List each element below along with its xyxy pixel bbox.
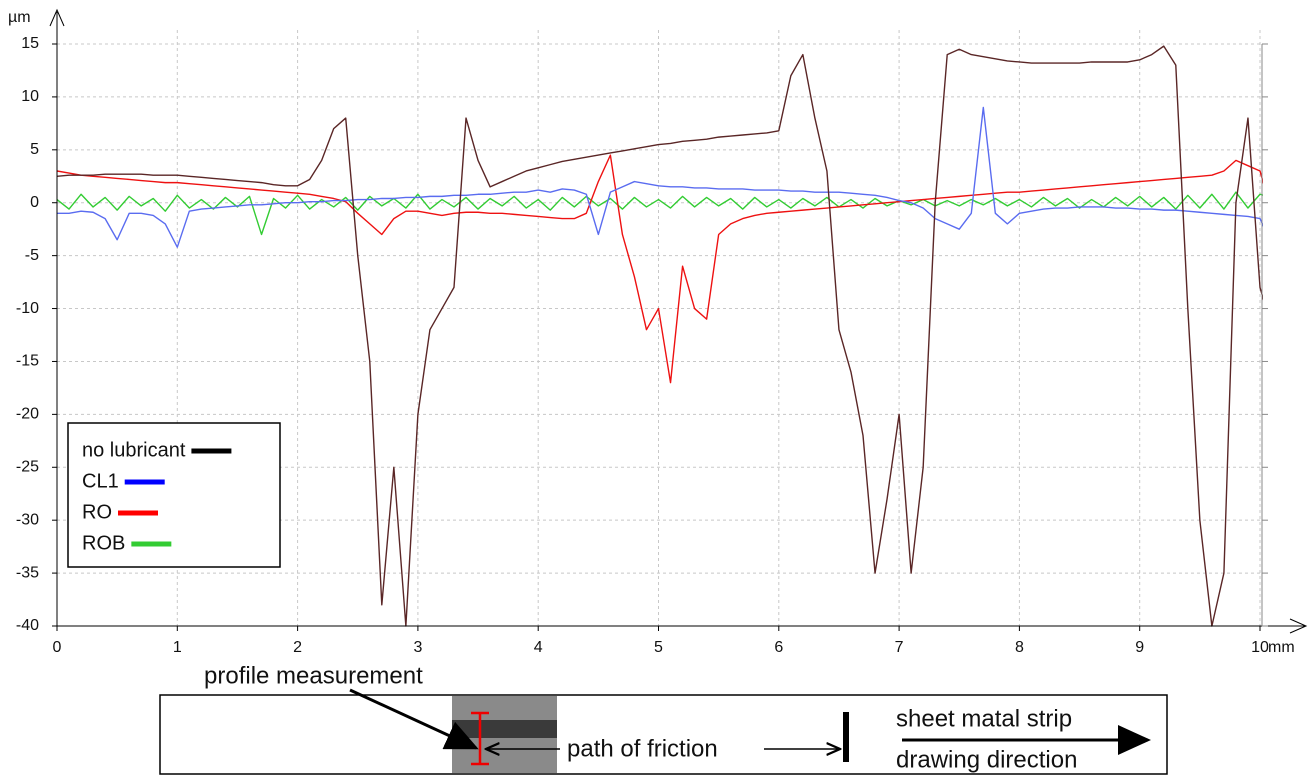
y-tick-label: -10 xyxy=(16,300,39,317)
x-tick-label: 6 xyxy=(774,639,783,656)
x-axis-arrow xyxy=(1289,618,1308,634)
y-unit: µm xyxy=(8,9,31,26)
annotation: profile measurement xyxy=(204,662,423,689)
y-tick-label: -5 xyxy=(25,247,39,264)
series-line xyxy=(57,191,1263,236)
inset-photo-track xyxy=(452,720,557,738)
series-line xyxy=(57,154,1263,384)
y-tick-label: 0 xyxy=(30,194,39,211)
x-tick-label: 3 xyxy=(413,639,422,656)
x-tick-label: 4 xyxy=(534,639,543,656)
inset-box xyxy=(159,694,1168,775)
y-tick-label: 10 xyxy=(21,88,39,105)
series-line xyxy=(57,45,1263,627)
y-tick-label: 15 xyxy=(21,35,39,52)
series-line xyxy=(57,106,1263,248)
annotation: sheet matal strip xyxy=(896,705,1072,732)
legend-label: ROB xyxy=(82,532,125,554)
x-tick-label: 7 xyxy=(895,639,904,656)
x-unit: mm xyxy=(1268,639,1295,656)
y-tick-label: -15 xyxy=(16,353,39,370)
x-tick-label: 9 xyxy=(1135,639,1144,656)
y-tick-label: -30 xyxy=(16,511,39,528)
legend-label: no lubricant xyxy=(82,439,186,461)
legend-box xyxy=(67,422,281,568)
annotation: path of friction xyxy=(567,735,718,762)
y-tick-label: -25 xyxy=(16,458,39,475)
x-tick-label: 5 xyxy=(654,639,663,656)
annotation: drawing direction xyxy=(896,746,1077,773)
y-tick-label: -35 xyxy=(16,564,39,581)
y-tick-label: -20 xyxy=(16,406,39,423)
legend-label: CL1 xyxy=(82,470,119,492)
inset: profile measurement path of friction she… xyxy=(159,662,1168,775)
x-tick-label: 1 xyxy=(173,639,182,656)
y-tick-label: -40 xyxy=(16,617,39,634)
x-tick-label: 2 xyxy=(293,639,302,656)
legend-label: RO xyxy=(82,501,112,523)
y-axis-arrow xyxy=(49,8,65,27)
x-tick-label: 0 xyxy=(53,639,62,656)
x-tick-label: 8 xyxy=(1015,639,1024,656)
y-tick-label: 5 xyxy=(30,141,39,158)
x-tick-label: 10 xyxy=(1251,639,1269,656)
pointer-arrow xyxy=(349,688,479,750)
